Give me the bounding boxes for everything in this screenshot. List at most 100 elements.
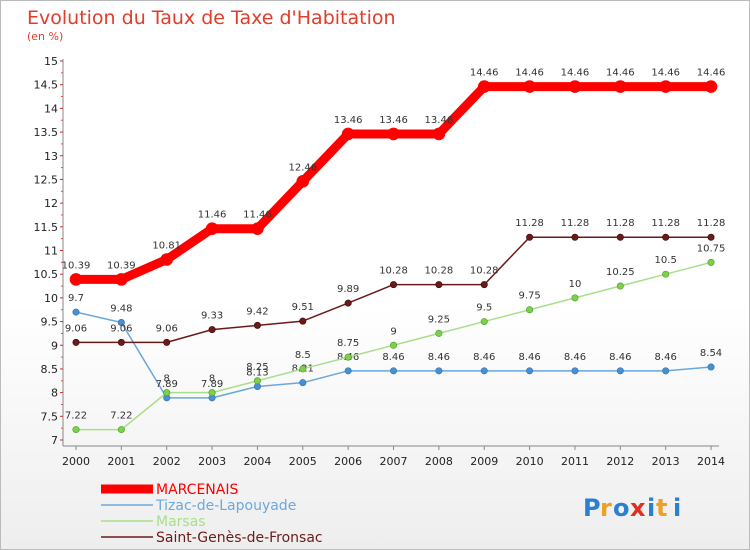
data-label-marsas: 8 (164, 374, 170, 385)
data-label-saint-gen-s-de-fronsac: 10.28 (379, 266, 408, 277)
data-label-saint-gen-s-de-fronsac: 9.06 (156, 323, 178, 334)
legend-label-saint-gen-s-de-fronsac: Saint-Genès-de-Fronsac (156, 530, 323, 546)
y-tick-label: 12.5 (34, 173, 59, 186)
x-tick-label: 2013 (652, 455, 680, 468)
data-point-saint-gen-s-de-fronsac (72, 338, 80, 346)
data-label-marcenais: 12.46 (288, 162, 317, 173)
data-label-tizac-de-lapouyade: 8.46 (382, 352, 404, 363)
x-tick-label: 2008 (425, 455, 453, 468)
data-point-marcenais (387, 127, 400, 141)
data-point-saint-gen-s-de-fronsac (435, 281, 443, 289)
data-point-saint-gen-s-de-fronsac (117, 338, 125, 346)
y-tick-label: 9 (51, 339, 58, 352)
x-tick-label: 2002 (153, 455, 181, 468)
data-label-saint-gen-s-de-fronsac: 9.06 (65, 323, 87, 334)
legend-label-tizac-de-lapouyade: Tizac-de-Lapouyade (155, 498, 296, 514)
data-point-marsas (344, 353, 352, 361)
data-label-marsas: 10 (569, 279, 582, 290)
data-label-marcenais: 10.39 (107, 260, 136, 271)
data-label-marsas: 10.75 (697, 243, 726, 254)
data-point-marcenais (614, 80, 627, 93)
data-label-tizac-de-lapouyade: 7.89 (156, 379, 178, 390)
data-label-saint-gen-s-de-fronsac: 11.28 (606, 218, 635, 229)
data-label-saint-gen-s-de-fronsac: 9.89 (337, 284, 359, 295)
data-label-saint-gen-s-de-fronsac: 9.33 (201, 311, 223, 322)
x-tick-label: 2006 (334, 455, 362, 468)
data-label-marsas: 9.25 (428, 314, 450, 325)
chart-title: Evolution du Taux de Taxe d'Habitation (27, 7, 396, 29)
logo-letter: i (647, 494, 655, 522)
data-label-saint-gen-s-de-fronsac: 9.42 (246, 306, 268, 317)
data-point-marcenais (432, 127, 446, 141)
logo-letter: t (656, 494, 667, 522)
data-label-marsas: 8.75 (337, 338, 359, 349)
data-label-tizac-de-lapouyade: 7.89 (201, 379, 223, 390)
data-point-marcenais (69, 273, 83, 286)
data-label-marcenais: 14.46 (470, 68, 499, 79)
data-point-marsas (480, 318, 488, 326)
data-label-marsas: 8.5 (295, 350, 311, 361)
data-label-marsas: 7.22 (110, 411, 132, 422)
data-label-tizac-de-lapouyade: 8.46 (518, 352, 540, 363)
data-point-marcenais (251, 222, 264, 236)
data-point-saint-gen-s-de-fronsac (707, 233, 715, 241)
y-tick-label: 9.5 (41, 316, 59, 329)
data-label-marcenais: 10.81 (152, 241, 181, 252)
data-point-marsas (526, 306, 534, 314)
data-label-saint-gen-s-de-fronsac: 11.28 (697, 218, 726, 229)
data-point-marsas (253, 377, 261, 385)
x-tick-label: 2007 (380, 455, 408, 468)
data-point-saint-gen-s-de-fronsac (662, 233, 670, 241)
data-point-marcenais (160, 253, 174, 266)
data-point-tizac-de-lapouyade (72, 308, 80, 316)
data-point-marsas (435, 329, 443, 337)
data-label-marcenais: 14.46 (651, 68, 680, 79)
data-point-marsas (208, 389, 216, 397)
data-label-marsas: 9.5 (476, 303, 492, 314)
data-point-marcenais (115, 273, 128, 286)
data-label-marsas: 8.25 (246, 362, 268, 373)
data-label-tizac-de-lapouyade: 8.54 (700, 348, 722, 359)
data-label-saint-gen-s-de-fronsac: 11.28 (561, 218, 590, 229)
data-label-saint-gen-s-de-fronsac: 10.28 (425, 266, 454, 277)
data-point-marsas (72, 426, 80, 434)
data-point-tizac-de-lapouyade (662, 367, 670, 375)
data-label-tizac-de-lapouyade: 9.48 (110, 304, 132, 315)
x-tick-label: 2003 (198, 455, 226, 468)
data-point-tizac-de-lapouyade (571, 367, 579, 375)
logo-letter: o (613, 494, 630, 522)
data-label-marcenais: 14.46 (606, 68, 635, 79)
data-label-tizac-de-lapouyade: 8.13 (246, 367, 268, 378)
data-label-marcenais: 14.46 (561, 68, 590, 79)
data-label-marcenais: 14.46 (697, 68, 726, 79)
y-tick-label: 12 (44, 197, 58, 210)
x-tick-label: 2005 (289, 455, 317, 468)
data-label-marsas: 10.5 (655, 255, 677, 266)
data-label-marcenais: 10.39 (62, 260, 91, 271)
data-point-saint-gen-s-de-fronsac (480, 281, 488, 289)
data-point-marsas (707, 258, 715, 266)
y-tick-label: 11 (44, 245, 58, 258)
x-tick-label: 2000 (62, 455, 90, 468)
data-point-marsas (163, 389, 171, 397)
data-label-marsas: 9.75 (518, 291, 540, 302)
data-point-saint-gen-s-de-fronsac (208, 326, 216, 334)
y-tick-label: 15 (44, 55, 58, 68)
data-point-marcenais (341, 127, 355, 141)
data-label-saint-gen-s-de-fronsac: 11.28 (651, 218, 680, 229)
data-point-saint-gen-s-de-fronsac (571, 233, 579, 241)
logo-letter: P (583, 494, 601, 522)
y-tick-label: 13.5 (34, 126, 59, 139)
data-label-tizac-de-lapouyade: 8.46 (428, 352, 450, 363)
data-label-marsas: 9 (390, 326, 396, 337)
data-label-marcenais: 13.46 (379, 115, 408, 126)
legend-label-marsas: Marsas (156, 514, 206, 530)
data-label-marcenais: 11.46 (243, 210, 272, 221)
logo-letter: x (630, 494, 646, 522)
data-label-tizac-de-lapouyade: 8.46 (564, 352, 586, 363)
y-tick-label: 13 (44, 150, 58, 163)
data-label-marsas: 8 (209, 374, 215, 385)
chart-unit: (en %) (27, 30, 64, 43)
x-tick-label: 2001 (107, 455, 135, 468)
